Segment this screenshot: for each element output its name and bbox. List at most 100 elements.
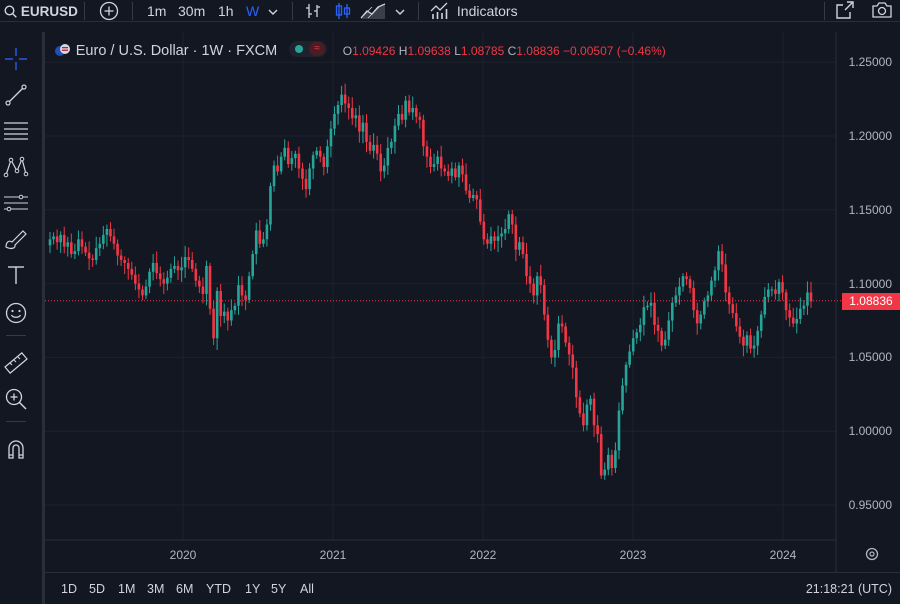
last-price-badge: 1.08836 bbox=[842, 293, 900, 310]
ohlc-readout: O1.09426 H1.09638 L1.08785 C1.08836 −0.0… bbox=[343, 44, 666, 58]
trend-line-icon bbox=[5, 84, 27, 106]
range-ytd-button[interactable]: YTD bbox=[206, 582, 231, 596]
flag-icon bbox=[55, 44, 70, 56]
time-tick-label: 2021 bbox=[319, 548, 347, 562]
candles-icon bbox=[335, 3, 351, 19]
toolbar-divider bbox=[6, 421, 26, 422]
icon-tool[interactable] bbox=[2, 299, 30, 327]
indicators-label: Indicators bbox=[456, 3, 518, 19]
brush-icon bbox=[5, 230, 27, 250]
interval-1h-button[interactable]: 1h bbox=[218, 3, 234, 19]
symbol-search[interactable]: EURUSD bbox=[4, 0, 78, 22]
chart-legend: Euro / U.S. Dollar · 1W · FXCM ≈ O1.0942… bbox=[54, 41, 666, 59]
price-tick-label: 0.95000 bbox=[848, 498, 892, 512]
close-value: 1.08836 bbox=[516, 44, 560, 58]
toolbar-divider bbox=[132, 2, 133, 20]
horizontal-lines-icon bbox=[4, 122, 28, 140]
open-label: O bbox=[342, 44, 353, 58]
price-tick-label: 1.05000 bbox=[848, 350, 892, 364]
smiley-icon bbox=[5, 302, 27, 324]
interval-1m-button[interactable]: 1m bbox=[147, 3, 167, 19]
crosshair-icon bbox=[5, 48, 27, 70]
axis-settings-button[interactable] bbox=[864, 546, 880, 567]
zoom-tool[interactable] bbox=[2, 385, 30, 413]
pattern-tool[interactable] bbox=[2, 153, 30, 181]
top-toolbar: EURUSD 1m 30m 1h W Indicators bbox=[0, 0, 900, 22]
area-chart-icon bbox=[360, 3, 386, 19]
time-tick-label: 2024 bbox=[769, 548, 797, 562]
zoom-in-icon bbox=[5, 388, 27, 410]
range-1d-button[interactable]: 1D bbox=[61, 582, 77, 596]
bar-style-button[interactable] bbox=[304, 0, 322, 22]
magnet-icon bbox=[8, 440, 24, 459]
ruler-icon bbox=[4, 352, 28, 374]
magnet-tool[interactable] bbox=[2, 436, 30, 464]
high-label: H bbox=[398, 44, 408, 58]
area-style-button[interactable] bbox=[360, 0, 386, 22]
status-badge: ≈ bbox=[308, 42, 325, 56]
range-bar: 1D 5D 1M 3M 6M YTD 1Y 5Y All 21:18:21 (U… bbox=[45, 572, 900, 604]
price-tick-label: 1.00000 bbox=[848, 424, 892, 438]
range-all-button[interactable]: All bbox=[300, 582, 314, 596]
trend-line-tool[interactable] bbox=[2, 81, 30, 109]
price-tick-label: 1.10000 bbox=[848, 277, 892, 291]
chevron-down-icon bbox=[268, 9, 278, 15]
interval-dropdown[interactable] bbox=[268, 0, 278, 22]
text-icon bbox=[8, 266, 24, 284]
symbol-title[interactable]: Euro / U.S. Dollar · 1W · FXCM bbox=[75, 43, 278, 59]
toolbar-divider bbox=[418, 2, 419, 20]
plus-circle-icon bbox=[99, 1, 119, 21]
price-tick-label: 1.20000 bbox=[848, 129, 892, 143]
external-link-icon bbox=[836, 1, 854, 19]
compare-add-button[interactable] bbox=[99, 0, 119, 22]
close-label: C bbox=[507, 44, 517, 58]
high-value: 1.09638 bbox=[407, 44, 451, 58]
time-tick-label: 2022 bbox=[469, 548, 497, 562]
panel-divider bbox=[42, 32, 45, 604]
crosshair-tool[interactable] bbox=[2, 45, 30, 73]
toolbar-divider bbox=[292, 2, 293, 20]
status-dot-icon bbox=[294, 45, 303, 53]
forecast-tool[interactable] bbox=[2, 189, 30, 217]
symbol-label: EURUSD bbox=[20, 4, 78, 19]
camera-icon bbox=[872, 2, 892, 18]
range-1m-button[interactable]: 1M bbox=[118, 582, 136, 596]
chart-pane[interactable] bbox=[45, 32, 900, 604]
indicators-button[interactable]: Indicators bbox=[430, 0, 518, 22]
brush-tool[interactable] bbox=[2, 225, 30, 253]
low-value: 1.08785 bbox=[460, 44, 505, 58]
bars-icon bbox=[306, 4, 320, 18]
text-tool[interactable] bbox=[2, 261, 30, 289]
snapshot-button[interactable] bbox=[871, 0, 893, 22]
toolbar-divider bbox=[6, 335, 26, 336]
drawing-toolbar bbox=[0, 23, 32, 604]
measure-tool[interactable] bbox=[2, 349, 30, 377]
projection-icon bbox=[4, 194, 28, 212]
range-1y-button[interactable]: 1Y bbox=[245, 582, 261, 596]
fib-tool[interactable] bbox=[2, 117, 30, 145]
range-5d-button[interactable]: 5D bbox=[89, 582, 105, 596]
chart-type-dropdown[interactable] bbox=[395, 0, 405, 22]
search-icon bbox=[4, 5, 17, 18]
low-label: L bbox=[454, 44, 461, 58]
range-6m-button[interactable]: 6M bbox=[176, 582, 194, 596]
price-tick-label: 1.15000 bbox=[848, 203, 892, 217]
chevron-down-icon bbox=[395, 9, 405, 15]
indicators-icon bbox=[430, 2, 448, 19]
range-3m-button[interactable]: 3M bbox=[147, 582, 165, 596]
market-status[interactable]: ≈ bbox=[288, 41, 327, 57]
fullscreen-button[interactable] bbox=[835, 0, 855, 22]
pattern-icon bbox=[3, 156, 29, 178]
time-tick-label: 2020 bbox=[169, 548, 197, 562]
utc-clock[interactable]: 21:18:21 (UTC) bbox=[805, 582, 892, 596]
time-tick-label: 2023 bbox=[619, 548, 647, 562]
price-tick-label: 1.25000 bbox=[848, 55, 892, 69]
interval-w-button[interactable]: W bbox=[246, 3, 260, 19]
range-5y-button[interactable]: 5Y bbox=[271, 582, 287, 596]
open-value: 1.09426 bbox=[352, 44, 396, 58]
interval-30m-button[interactable]: 30m bbox=[178, 3, 206, 19]
gear-icon bbox=[865, 547, 879, 561]
toolbar-divider bbox=[824, 2, 825, 20]
candles-style-button[interactable] bbox=[334, 0, 352, 22]
toolbar-divider bbox=[84, 2, 85, 20]
